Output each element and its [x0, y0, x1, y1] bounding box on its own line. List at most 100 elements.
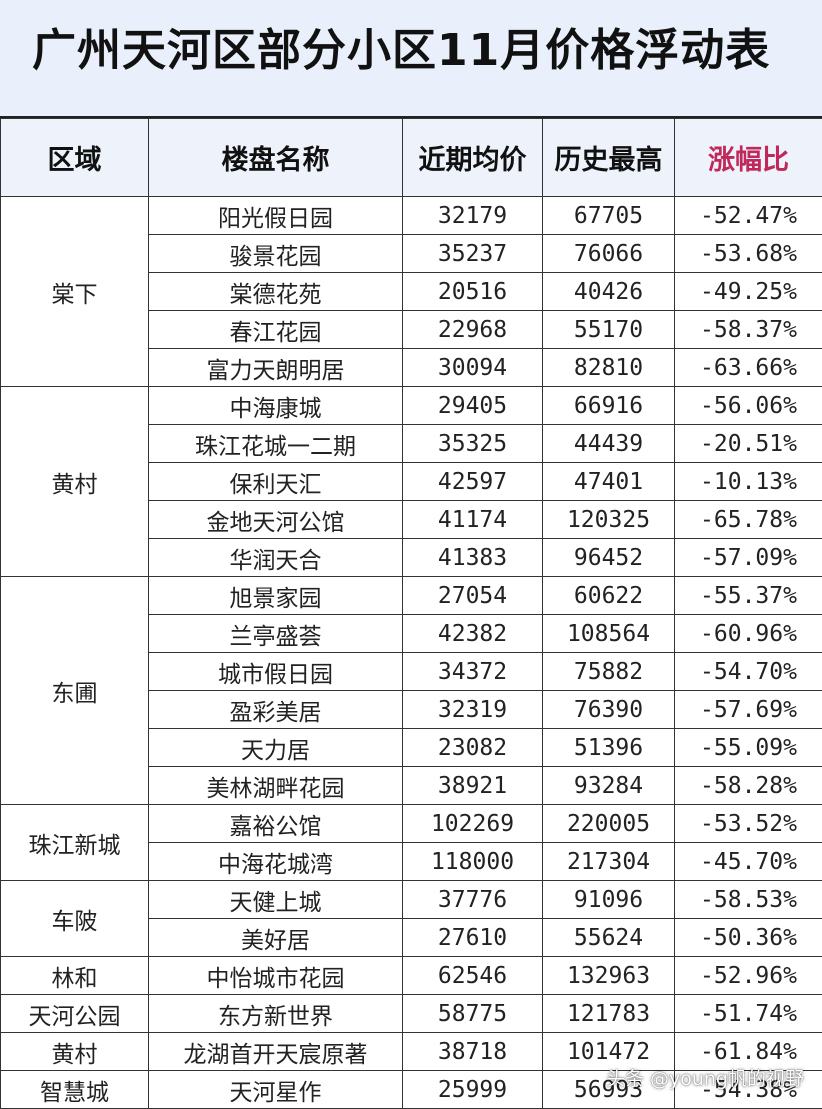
- header-historic-high: 历史最高: [543, 119, 675, 197]
- building-name-cell: 天河星作: [149, 1071, 403, 1109]
- recent-price-cell: 34372: [403, 653, 543, 691]
- header-building: 楼盘名称: [149, 119, 403, 197]
- historic-high-cell: 217304: [543, 843, 675, 881]
- header-recent-price: 近期均价: [403, 119, 543, 197]
- recent-price-cell: 38921: [403, 767, 543, 805]
- header-region: 区域: [1, 119, 149, 197]
- building-name-cell: 中海康城: [149, 387, 403, 425]
- recent-price-cell: 35325: [403, 425, 543, 463]
- building-name-cell: 保利天汇: [149, 463, 403, 501]
- building-name-cell: 骏景花园: [149, 235, 403, 273]
- title-bar: 广州天河区部分小区11月价格浮动表: [0, 0, 822, 118]
- page-title: 广州天河区部分小区11月价格浮动表: [32, 14, 770, 78]
- historic-high-cell: 55170: [543, 311, 675, 349]
- building-name-cell: 盈彩美居: [149, 691, 403, 729]
- historic-high-cell: 44439: [543, 425, 675, 463]
- region-cell: 东圃: [1, 577, 149, 805]
- recent-price-cell: 58775: [403, 995, 543, 1033]
- change-cell: -57.09%: [675, 539, 822, 577]
- region-cell: 棠下: [1, 197, 149, 387]
- recent-price-cell: 27610: [403, 919, 543, 957]
- building-name-cell: 兰亭盛荟: [149, 615, 403, 653]
- historic-high-cell: 132963: [543, 957, 675, 995]
- change-cell: -49.25%: [675, 273, 822, 311]
- historic-high-cell: 96452: [543, 539, 675, 577]
- change-cell: -51.74%: [675, 995, 822, 1033]
- building-name-cell: 城市假日园: [149, 653, 403, 691]
- recent-price-cell: 42382: [403, 615, 543, 653]
- change-cell: -63.66%: [675, 349, 822, 387]
- change-cell: -10.13%: [675, 463, 822, 501]
- change-cell: -53.52%: [675, 805, 822, 843]
- historic-high-cell: 76390: [543, 691, 675, 729]
- building-name-cell: 棠德花苑: [149, 273, 403, 311]
- building-name-cell: 天力居: [149, 729, 403, 767]
- change-cell: -57.69%: [675, 691, 822, 729]
- building-name-cell: 富力天朗明居: [149, 349, 403, 387]
- change-cell: -55.37%: [675, 577, 822, 615]
- building-name-cell: 美好居: [149, 919, 403, 957]
- recent-price-cell: 30094: [403, 349, 543, 387]
- historic-high-cell: 75882: [543, 653, 675, 691]
- building-name-cell: 美林湖畔花园: [149, 767, 403, 805]
- header-row: 区域 楼盘名称 近期均价 历史最高 涨幅比: [1, 119, 822, 197]
- recent-price-cell: 35237: [403, 235, 543, 273]
- historic-high-cell: 120325: [543, 501, 675, 539]
- recent-price-cell: 62546: [403, 957, 543, 995]
- change-cell: -52.47%: [675, 197, 822, 235]
- historic-high-cell: 66916: [543, 387, 675, 425]
- region-cell: 天河公园: [1, 995, 149, 1033]
- recent-price-cell: 20516: [403, 273, 543, 311]
- historic-high-cell: 40426: [543, 273, 675, 311]
- building-name-cell: 嘉裕公馆: [149, 805, 403, 843]
- change-cell: -56.06%: [675, 387, 822, 425]
- historic-high-cell: 82810: [543, 349, 675, 387]
- building-name-cell: 金地天河公馆: [149, 501, 403, 539]
- building-name-cell: 天健上城: [149, 881, 403, 919]
- recent-price-cell: 22968: [403, 311, 543, 349]
- recent-price-cell: 32179: [403, 197, 543, 235]
- change-cell: -45.70%: [675, 843, 822, 881]
- change-cell: -20.51%: [675, 425, 822, 463]
- recent-price-cell: 102269: [403, 805, 543, 843]
- region-cell: 珠江新城: [1, 805, 149, 881]
- historic-high-cell: 67705: [543, 197, 675, 235]
- recent-price-cell: 41174: [403, 501, 543, 539]
- watermark: 头条 @young帆的视野: [606, 1064, 804, 1091]
- change-cell: -54.70%: [675, 653, 822, 691]
- change-cell: -55.09%: [675, 729, 822, 767]
- change-cell: -58.53%: [675, 881, 822, 919]
- building-name-cell: 中怡城市花园: [149, 957, 403, 995]
- recent-price-cell: 25999: [403, 1071, 543, 1109]
- change-cell: -50.36%: [675, 919, 822, 957]
- building-name-cell: 旭景家园: [149, 577, 403, 615]
- recent-price-cell: 32319: [403, 691, 543, 729]
- building-name-cell: 春江花园: [149, 311, 403, 349]
- historic-high-cell: 108564: [543, 615, 675, 653]
- recent-price-cell: 38718: [403, 1033, 543, 1071]
- historic-high-cell: 91096: [543, 881, 675, 919]
- region-cell: 智慧城: [1, 1071, 149, 1109]
- building-name-cell: 阳光假日园: [149, 197, 403, 235]
- historic-high-cell: 60622: [543, 577, 675, 615]
- change-cell: -53.68%: [675, 235, 822, 273]
- building-name-cell: 珠江花城一二期: [149, 425, 403, 463]
- historic-high-cell: 51396: [543, 729, 675, 767]
- building-name-cell: 华润天合: [149, 539, 403, 577]
- change-cell: -58.37%: [675, 311, 822, 349]
- region-cell: 林和: [1, 957, 149, 995]
- recent-price-cell: 118000: [403, 843, 543, 881]
- historic-high-cell: 121783: [543, 995, 675, 1033]
- historic-high-cell: 220005: [543, 805, 675, 843]
- building-name-cell: 中海花城湾: [149, 843, 403, 881]
- change-cell: -60.96%: [675, 615, 822, 653]
- recent-price-cell: 41383: [403, 539, 543, 577]
- building-name-cell: 龙湖首开天宸原著: [149, 1033, 403, 1071]
- change-cell: -52.96%: [675, 957, 822, 995]
